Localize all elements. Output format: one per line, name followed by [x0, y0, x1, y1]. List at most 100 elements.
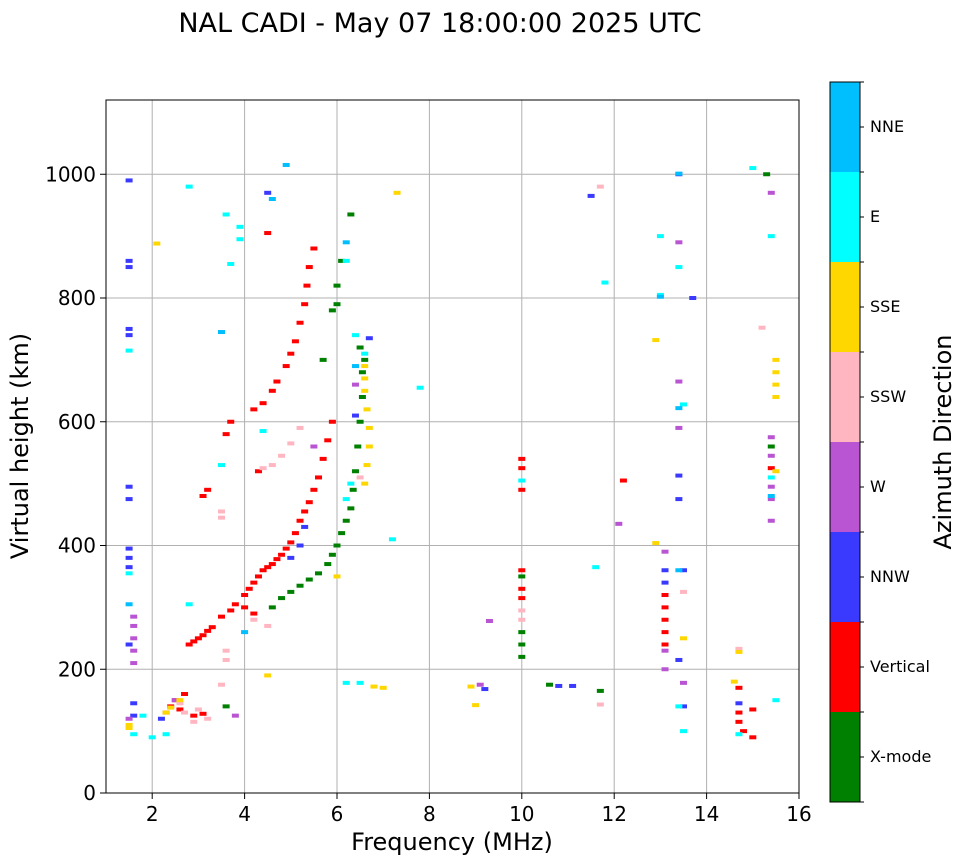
- data-point-sse: [370, 684, 378, 689]
- data-point-e: [656, 234, 664, 239]
- data-point-ssw: [278, 453, 286, 458]
- data-point-x-mode: [315, 571, 323, 576]
- data-point-nnw: [125, 565, 133, 570]
- data-point-nnw: [675, 473, 683, 478]
- data-point-nnw: [125, 178, 133, 183]
- data-point-w: [310, 444, 318, 449]
- data-point-sse: [365, 444, 373, 449]
- data-point-vertical: [749, 707, 757, 712]
- data-point-vertical: [518, 568, 526, 573]
- colorbar-tick-label: NNE: [870, 117, 904, 136]
- data-point-ssw: [356, 475, 364, 480]
- data-point-sse: [652, 338, 660, 343]
- data-point-sse: [333, 574, 341, 579]
- data-point-vertical: [749, 735, 757, 740]
- data-point-e: [236, 237, 244, 242]
- data-point-w: [130, 648, 138, 653]
- data-point-nne: [282, 162, 290, 167]
- colorbar-segment: [830, 172, 860, 262]
- data-point-nne: [351, 364, 359, 369]
- data-point-w: [661, 549, 669, 554]
- data-point-nnw: [680, 568, 687, 573]
- data-point-vertical: [273, 379, 281, 384]
- data-point-nne: [342, 240, 350, 245]
- data-point-w: [476, 682, 484, 687]
- data-point-w: [680, 680, 687, 685]
- data-point-w: [125, 716, 133, 721]
- colorbar-segment: [830, 82, 860, 172]
- colorbar-frame: [829, 81, 861, 803]
- colorbar-tick-label: SSW: [870, 387, 906, 406]
- data-point-x-mode: [358, 395, 366, 399]
- data-point-e: [130, 732, 138, 737]
- data-point-x-mode: [361, 357, 369, 362]
- data-point-x-mode: [324, 562, 332, 567]
- data-point-nnw: [125, 258, 133, 263]
- data-point-x-mode: [338, 258, 346, 263]
- data-point-w: [661, 667, 669, 672]
- data-point-vertical: [740, 729, 748, 734]
- data-point-vertical: [176, 707, 184, 712]
- y-tick-label: 0: [83, 781, 96, 805]
- data-point-sse: [361, 388, 369, 393]
- data-point-ssw: [518, 608, 526, 613]
- data-point-w: [615, 521, 623, 526]
- data-point-vertical: [301, 302, 309, 307]
- data-point-e: [675, 704, 683, 709]
- data-point-w: [130, 614, 138, 619]
- x-tick-label: 10: [509, 802, 534, 826]
- data-point-e: [259, 429, 267, 434]
- data-point-vertical: [661, 617, 669, 622]
- data-point-x-mode: [518, 574, 526, 579]
- data-point-nnw: [661, 568, 669, 573]
- colorbar-segment: [830, 532, 860, 622]
- data-points: [125, 162, 780, 740]
- colorbar-segment: [830, 442, 860, 532]
- data-point-vertical: [319, 456, 327, 461]
- data-point-e: [185, 602, 193, 607]
- data-point-vertical: [259, 401, 267, 406]
- data-point-vertical: [518, 586, 526, 591]
- data-point-vertical: [208, 625, 216, 630]
- data-point-e: [735, 732, 743, 737]
- data-point-x-mode: [518, 642, 526, 647]
- data-point-sse: [730, 679, 738, 684]
- plot-area-frame: [105, 99, 800, 794]
- data-point-vertical: [310, 246, 318, 251]
- data-point-vertical: [310, 487, 318, 492]
- data-point-nnw: [587, 193, 595, 198]
- data-point-x-mode: [319, 357, 327, 362]
- data-point-ssw: [758, 325, 766, 330]
- data-point-sse: [772, 382, 780, 387]
- data-point-ssw: [287, 441, 295, 446]
- data-point-sse: [467, 684, 475, 689]
- data-point-ssw: [218, 515, 225, 520]
- data-point-nnw: [264, 190, 272, 195]
- y-tick-label: 800: [58, 286, 96, 310]
- grid-lines: [106, 100, 800, 794]
- data-point-w: [767, 435, 775, 440]
- data-point-vertical: [227, 419, 235, 424]
- data-point-ssw: [218, 509, 225, 514]
- y-axis-ticks: 0 200 400 600 800 1000: [45, 162, 106, 805]
- data-point-nnw: [675, 657, 683, 662]
- data-point-x-mode: [347, 506, 355, 511]
- data-point-vertical: [301, 509, 309, 514]
- data-point-e: [139, 713, 147, 718]
- colorbar-tick-label: X-mode: [870, 747, 931, 766]
- data-point-sse: [393, 190, 401, 195]
- data-point-e: [416, 385, 424, 390]
- data-point-ssw: [222, 657, 230, 662]
- data-point-sse: [125, 726, 133, 731]
- data-point-vertical: [518, 596, 526, 601]
- data-point-ssw: [596, 184, 604, 189]
- data-point-vertical: [287, 540, 295, 545]
- data-point-e: [680, 402, 687, 407]
- data-point-e: [125, 571, 133, 576]
- data-point-nnw: [301, 524, 309, 529]
- data-point-sse: [176, 698, 184, 703]
- data-point-x-mode: [356, 345, 364, 350]
- data-point-vertical: [199, 633, 207, 638]
- data-point-e: [361, 351, 369, 356]
- data-point-nnw: [130, 713, 138, 718]
